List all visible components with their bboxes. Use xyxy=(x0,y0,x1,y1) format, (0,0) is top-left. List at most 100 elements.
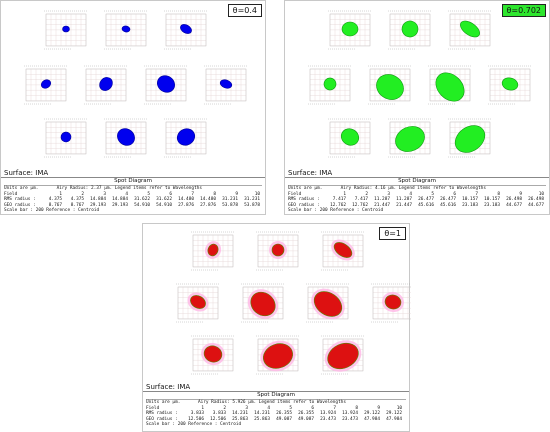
row-label: RMS radius : xyxy=(146,411,178,417)
scale-bar-text: Scale bar : 200 Reference : Centroid xyxy=(146,422,242,428)
row-value: 9 xyxy=(519,191,522,197)
row-value: 23.473 xyxy=(320,416,336,422)
row-value: 2 xyxy=(81,191,84,197)
row-value: 14.884 xyxy=(90,197,106,203)
spot-cell xyxy=(256,231,300,271)
spot-blob xyxy=(341,21,359,37)
row-value: 14.231 xyxy=(254,411,270,417)
spot-cell xyxy=(164,10,208,50)
row-value: 8 xyxy=(497,191,500,197)
spot-blob xyxy=(327,342,359,370)
spot-cell xyxy=(388,10,432,50)
row-value: 26.477 xyxy=(418,197,434,203)
spot-diagram-title: Spot Diagram xyxy=(288,178,546,186)
spot-cell xyxy=(448,10,492,50)
row-value: 4.375 xyxy=(70,197,84,203)
spot-cell xyxy=(176,283,220,323)
spot-blob xyxy=(190,295,206,309)
row-value: 10.157 xyxy=(462,197,478,203)
row-value: 10 xyxy=(538,191,544,197)
spot-blob xyxy=(454,125,486,153)
spot-cell xyxy=(448,118,492,158)
row-value: 3.833 xyxy=(190,411,204,417)
spot-blob xyxy=(250,291,276,317)
airy-radius-text: Airy Radius: 2.37 µm. Legend items refer… xyxy=(56,186,202,191)
row-value: 47.984 xyxy=(386,416,402,422)
field-row: Field 1 2 3 4 5 6 7 8 9 10 xyxy=(288,192,546,198)
row-value: 6 xyxy=(453,191,456,197)
spot-cell xyxy=(191,335,235,375)
surface-label: Surface: IMA xyxy=(4,169,49,177)
row-label: Field xyxy=(4,191,18,197)
row-value: 7 xyxy=(333,405,336,411)
spot-blob xyxy=(376,74,404,100)
row-value: 26.498 xyxy=(528,197,544,203)
spot-cell xyxy=(164,118,208,158)
spot-diagram-panel-theta-1: θ=1 Surface: IMA Spot Diagram Units are … xyxy=(142,223,411,432)
row-value: 29.122 xyxy=(364,411,380,417)
row-value: 12.506 xyxy=(188,416,204,422)
row-value: 26.355 xyxy=(276,411,292,417)
theta-badge: θ=0.702 xyxy=(501,4,546,17)
row-value: 6 xyxy=(169,191,172,197)
row-value: 44.677 xyxy=(506,202,522,208)
spot-cell xyxy=(388,118,432,158)
row-value: 10.157 xyxy=(484,197,500,203)
row-value: 31.231 xyxy=(244,197,260,203)
row-value: 54.910 xyxy=(156,202,172,208)
airy-radius-text: Airy Radius: 4.16 µm. Legend items refer… xyxy=(340,186,486,191)
row-value: 13.924 xyxy=(342,411,358,417)
theta-badge: θ=1 xyxy=(379,227,406,240)
row-value: 23.473 xyxy=(342,416,358,422)
row-value: 6 xyxy=(311,405,314,411)
row-label: Field xyxy=(146,405,160,411)
row-value: 14.480 xyxy=(178,197,194,203)
row-value: 14.480 xyxy=(200,197,216,203)
spot-cell xyxy=(321,231,365,271)
spot-diagram-title: Spot Diagram xyxy=(4,178,262,186)
row-value: 12.762 xyxy=(352,202,368,208)
row-value: 29.122 xyxy=(386,411,402,417)
row-value: 5 xyxy=(147,191,150,197)
row-label: RMS radius : xyxy=(4,197,36,203)
spot-cell xyxy=(428,65,472,105)
spot-blob xyxy=(60,131,72,143)
spot-cell xyxy=(84,65,128,105)
rms-radius-row: RMS radius : 7.417 7.417 11.287 11.287 26.477… xyxy=(288,197,546,203)
spot-diagram-panel-theta-0.4: θ=0.4 Surface: IMA Spot Diagram Units ar… xyxy=(0,0,266,215)
row-value: 49.087 xyxy=(276,416,292,422)
row-value: 54.910 xyxy=(134,202,150,208)
geo-radius-row: GEO radius : 8.767 8.767 29.193 29.193 54.910… xyxy=(4,203,262,209)
spot-blob xyxy=(313,291,343,317)
spot-cell xyxy=(328,10,372,50)
row-value: 26.477 xyxy=(440,197,456,203)
spot-cell xyxy=(488,65,532,105)
row-label: RMS radius : xyxy=(288,197,320,203)
row-value: 1 xyxy=(343,191,346,197)
spot-blob xyxy=(157,75,175,93)
spot-blob xyxy=(401,20,419,38)
rms-radius-row: RMS radius : 4.375 4.375 14.884 14.884 31.622… xyxy=(4,197,262,203)
row-value: 3 xyxy=(245,405,248,411)
row-value: 45.616 xyxy=(418,202,434,208)
row-value: 14.231 xyxy=(232,411,248,417)
scale-bar-text: Scale bar : 200 Reference : Centroid xyxy=(4,208,100,214)
row-value: 31.622 xyxy=(156,197,172,203)
row-label: Field xyxy=(288,191,302,197)
spot-blob xyxy=(271,243,285,257)
row-value: 45.616 xyxy=(440,202,456,208)
surface-label: Surface: IMA xyxy=(146,383,191,391)
spot-blob xyxy=(176,128,196,146)
row-value: 8.767 xyxy=(48,202,62,208)
rms-radius-row: RMS radius : 3.833 3.833 14.231 14.231 26.355… xyxy=(146,411,406,417)
geo-radius-row: GEO radius : 12.506 12.506 25.863 25.863 49.0… xyxy=(146,417,406,423)
row-value: 11.287 xyxy=(374,197,390,203)
spot-cell xyxy=(306,283,350,323)
spot-blob xyxy=(99,77,113,91)
row-value: 9 xyxy=(235,191,238,197)
spot-cell xyxy=(44,118,88,158)
spot-blob xyxy=(219,79,233,89)
row-value: 12.506 xyxy=(210,416,226,422)
row-value: 27.876 xyxy=(178,202,194,208)
spot-cell xyxy=(191,231,235,271)
